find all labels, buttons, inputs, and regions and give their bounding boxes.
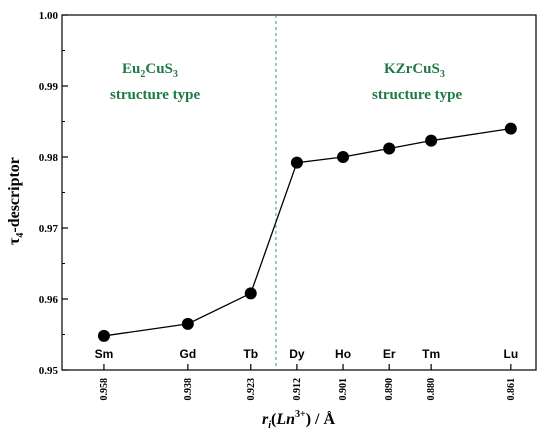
- element-label: Gd: [180, 347, 197, 361]
- data-point: [337, 151, 350, 163]
- element-label: Er: [383, 347, 396, 361]
- element-label: Lu: [503, 347, 518, 361]
- y-axis-label: τ4-descriptor: [6, 157, 26, 245]
- y-tick-label: 0.97: [39, 223, 59, 235]
- data-markers: [97, 122, 517, 342]
- data-point: [383, 142, 396, 155]
- data-point: [290, 156, 303, 169]
- x-tick-label: 0.938: [183, 378, 194, 401]
- element-label: Tb: [243, 347, 258, 361]
- x-tick-label: 0.912: [292, 378, 303, 401]
- element-label: Ho: [335, 347, 351, 361]
- y-tick-label: 0.99: [39, 81, 59, 93]
- right-structure-formula: KZrCuS3: [384, 61, 445, 80]
- x-tick-label: 0.880: [426, 378, 437, 401]
- y-tick-label: 0.96: [39, 294, 59, 306]
- y-tick-label: 0.98: [39, 152, 59, 164]
- element-label: Tm: [422, 347, 440, 361]
- x-axis-ticks: 0.958 0.938 0.923 0.912 0.901 0.890 0.880 0.861: [99, 364, 517, 401]
- y-tick-label: 1.00: [39, 10, 59, 22]
- data-point: [244, 287, 257, 300]
- data-point: [425, 134, 438, 147]
- y-tick-label: 0.95: [39, 365, 59, 377]
- element-label: Sm: [95, 347, 114, 361]
- series-line: [103, 127, 511, 337]
- y-axis-ticks: 0.95 0.96 0.97 0.98 0.99 1.00: [39, 10, 68, 377]
- x-tick-label: 0.890: [384, 378, 395, 401]
- data-point: [181, 317, 194, 330]
- left-structure-formula: Eu2CuS3: [122, 61, 178, 80]
- left-structure-type-label: structure type: [110, 87, 200, 103]
- data-point: [97, 329, 110, 342]
- x-axis-label: ri(Ln3+) / Å: [262, 409, 335, 431]
- element-label: Dy: [289, 347, 305, 361]
- data-point: [504, 122, 517, 135]
- x-tick-label: 0.923: [246, 378, 257, 401]
- element-labels: Sm Gd Tb Dy Ho Er Tm Lu: [95, 347, 519, 361]
- right-structure-type-label: structure type: [372, 87, 462, 103]
- x-tick-label: 0.901: [338, 378, 349, 401]
- x-tick-label: 0.958: [99, 378, 110, 401]
- x-tick-label: 0.861: [506, 378, 517, 401]
